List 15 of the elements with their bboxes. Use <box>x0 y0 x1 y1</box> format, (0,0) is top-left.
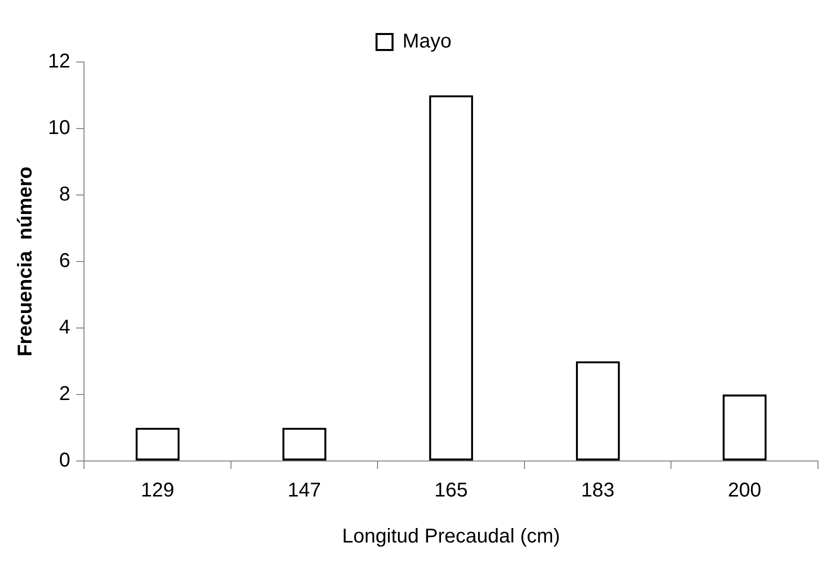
y-tick-label: 0 <box>59 450 70 472</box>
y-tick-label: 12 <box>48 50 70 73</box>
x-tick-label: 183 <box>581 480 615 502</box>
x-tick-label: 200 <box>728 480 762 502</box>
x-tick-label: 147 <box>288 480 322 502</box>
y-tick-label: 10 <box>48 117 70 140</box>
y-tick-label: 4 <box>59 316 70 339</box>
y-tick-label: 8 <box>59 184 70 206</box>
y-axis-title: Frecuencia número <box>14 166 37 357</box>
x-tick-label: 129 <box>140 480 174 502</box>
y-tick-label: 6 <box>59 250 70 272</box>
x-axis-title: Longitud Precaudal (cm) <box>342 526 560 548</box>
x-tick-label: 165 <box>434 480 468 502</box>
y-tick-label: 2 <box>59 383 70 406</box>
legend-label: Mayo <box>402 30 452 53</box>
